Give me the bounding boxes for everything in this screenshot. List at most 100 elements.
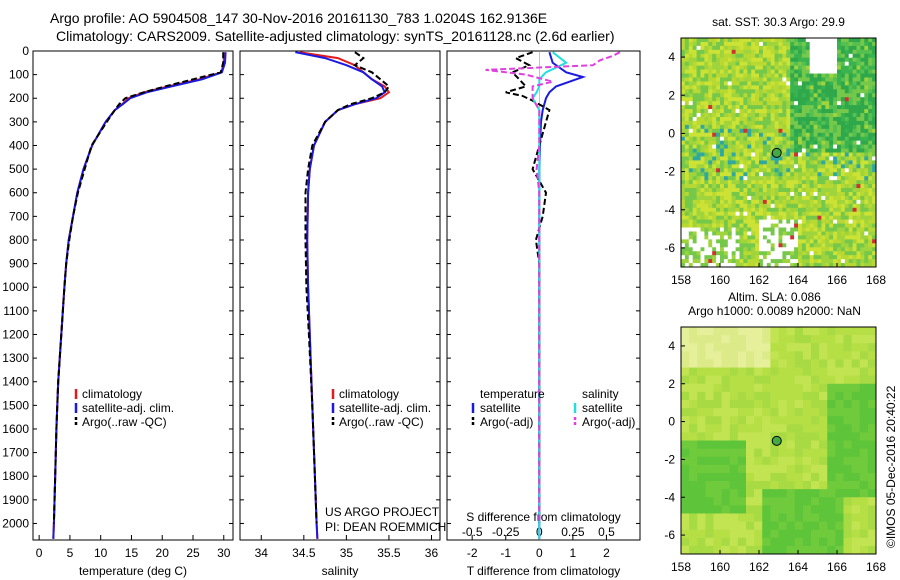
heatmap-cell (817, 188, 822, 193)
heatmap-cell (751, 120, 756, 126)
heatmap-cell (774, 89, 779, 94)
heatmap-cell (829, 77, 834, 82)
heatmap-cell (770, 537, 779, 547)
heatmap-cell (762, 89, 768, 94)
heatmap-cell (723, 89, 729, 94)
heatmap-cell (819, 440, 828, 450)
heatmap-cell (774, 259, 779, 264)
heatmap-cell (860, 235, 865, 240)
heatmap-cell (872, 255, 877, 260)
heatmap-cell (837, 89, 842, 94)
heatmap-cell (794, 472, 804, 482)
heatmap-cell (782, 199, 787, 205)
heatmap-cell (755, 156, 760, 161)
heatmap-cell (821, 61, 826, 67)
heatmap-cell (860, 93, 865, 98)
heatmap-cell (829, 57, 834, 63)
heatmap-cell (766, 97, 772, 102)
heatmap-cell (813, 251, 818, 256)
heatmap-cell (723, 195, 729, 201)
heatmap-cell (848, 53, 853, 59)
heatmap-cell (731, 128, 736, 134)
heatmap-cell (819, 359, 828, 368)
heatmap-cell (720, 85, 725, 90)
heatmap-cell (754, 375, 763, 385)
heatmap-cell (704, 195, 709, 201)
heatmap-cell (688, 45, 694, 51)
heatmap-cell (872, 81, 877, 86)
heatmap-cell (827, 489, 836, 498)
heatmap-cell (713, 424, 723, 433)
heatmap-cell (833, 156, 838, 161)
heatmap-cell (811, 335, 820, 344)
heatmap-cell (681, 391, 690, 401)
heatmap-cell (708, 176, 713, 181)
heatmap-cell (766, 105, 772, 110)
heatmap-cell (746, 489, 755, 498)
heatmap-cell (794, 148, 799, 153)
heatmap-cell (696, 203, 701, 209)
heatmap-cell (737, 448, 747, 458)
heatmap-cell (817, 89, 822, 94)
heatmap-cell (755, 195, 760, 201)
heatmap-cell (868, 65, 873, 70)
heatmap-cell (864, 219, 869, 224)
heatmap-cell (813, 259, 818, 264)
heatmap-cell (774, 168, 779, 173)
heatmap-cell (735, 251, 740, 256)
heatmap-cell (681, 416, 690, 425)
heatmap-cell (708, 124, 713, 130)
heatmap-cell (827, 448, 836, 458)
y-tick-label: 500 (9, 162, 29, 176)
heatmap-cell (864, 211, 869, 217)
heatmap-cell (681, 73, 686, 78)
heatmap-cell (786, 116, 791, 122)
heatmap-cell (809, 136, 814, 142)
heatmap-cell (813, 195, 818, 201)
heatmap-cell (798, 65, 803, 70)
heatmap-cell (720, 207, 725, 213)
heatmap-cell (688, 219, 694, 224)
heatmap-cell (684, 105, 690, 110)
heatmap-cell (809, 57, 814, 63)
heatmap-cell (723, 152, 729, 157)
heatmap-cell (720, 69, 725, 74)
heatmap-cell (747, 184, 752, 189)
heatmap-cell (770, 521, 779, 531)
heatmap-cell (705, 537, 714, 547)
heatmap-cell (867, 343, 877, 352)
heatmap-cell (762, 113, 768, 118)
title-line-1: Argo profile: AO 5904508_147 30-Nov-2016… (50, 10, 548, 26)
heatmap-cell (727, 73, 733, 78)
heatmap-cell (782, 109, 787, 114)
heatmap-cell (704, 156, 709, 161)
heatmap-cell (712, 223, 717, 228)
heatmap-cell (762, 513, 771, 522)
heatmap-cell (782, 180, 787, 185)
heatmap-cell (751, 128, 756, 134)
heatmap-cell (747, 263, 752, 268)
heatmap-cell (681, 65, 686, 70)
heatmap-cell (868, 101, 873, 106)
heatmap-cell (762, 65, 768, 70)
heatmap-cell (802, 432, 812, 441)
heatmap-cell (868, 49, 873, 55)
heatmap-cell (759, 61, 764, 67)
heatmap-cell (829, 120, 834, 126)
heatmap-cell (766, 211, 772, 217)
heatmap-cell (755, 263, 760, 268)
heatmap-cell (790, 219, 795, 224)
heatmap-cell (762, 203, 768, 209)
heatmap-cell (743, 203, 748, 209)
heatmap-cell (859, 416, 869, 425)
heatmap-cell (754, 529, 763, 539)
heatmap-cell (697, 424, 706, 433)
heatmap-cell (813, 247, 818, 252)
heatmap-cell (852, 116, 857, 122)
heatmap-cell (700, 156, 705, 161)
heatmap-cell (809, 53, 814, 59)
heatmap-cell (697, 481, 706, 490)
heatmap-cell (716, 57, 721, 63)
heatmap-cell (778, 227, 783, 232)
heatmap-cell (729, 537, 739, 547)
